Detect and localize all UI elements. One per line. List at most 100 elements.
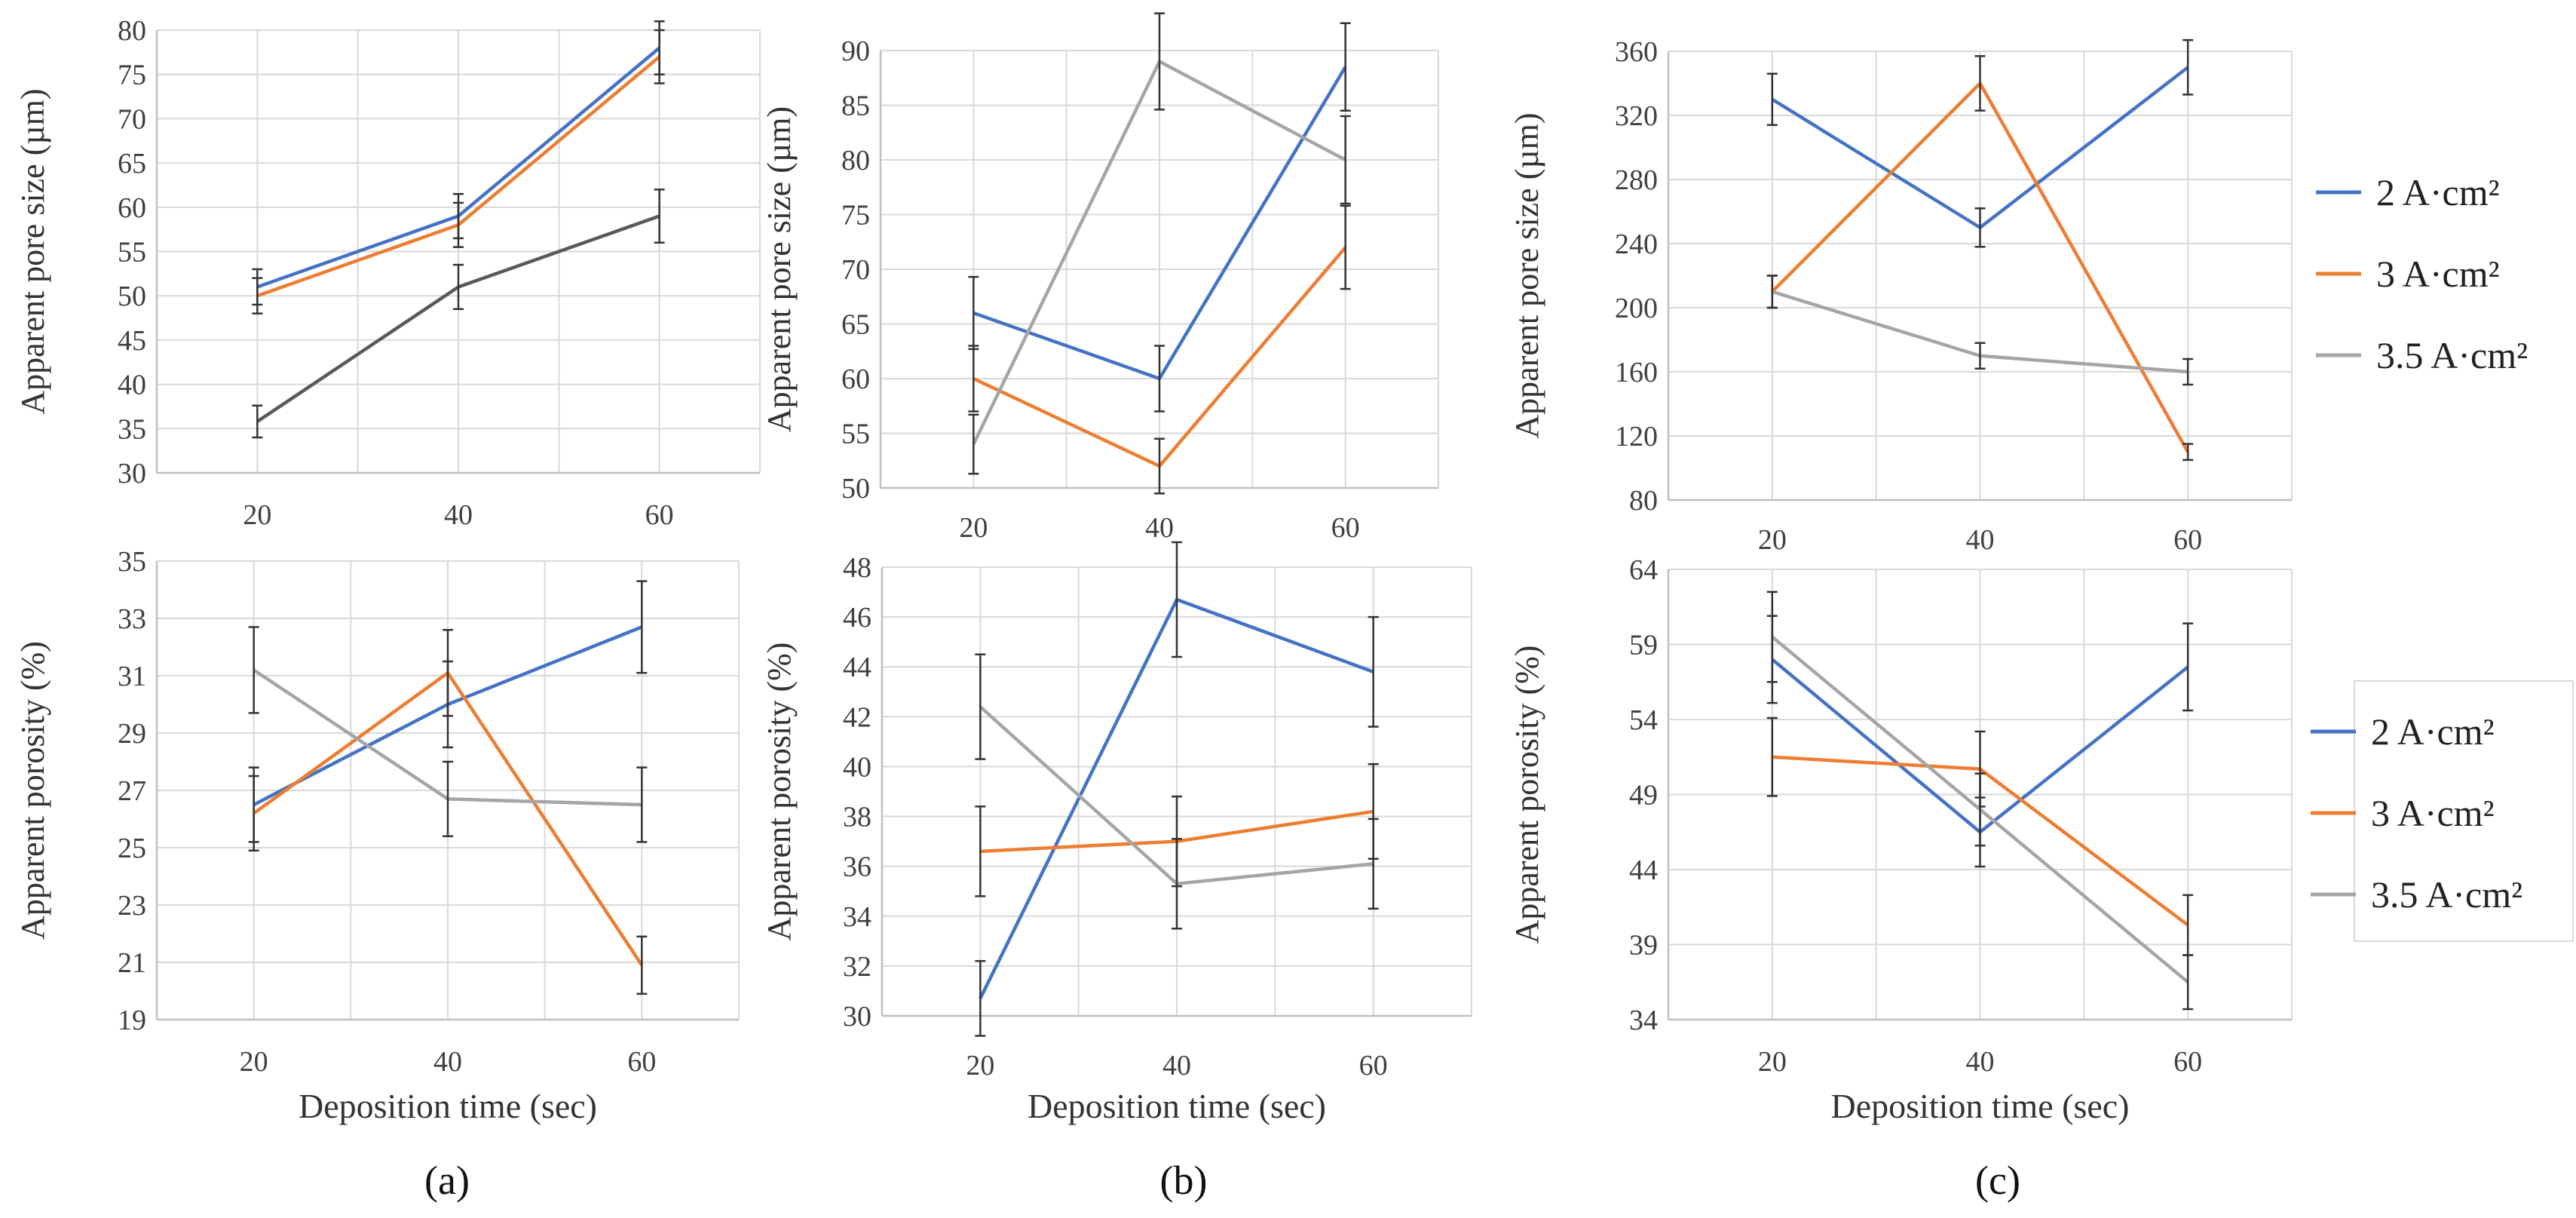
x-tick-label: 20 [243,499,271,531]
x-tick-label: 60 [2173,524,2202,556]
x-tick-label: 40 [1966,524,1995,556]
y-tick-label: 360 [1615,36,1658,68]
y-tick-label: 46 [843,602,871,634]
caption-0: (a) [424,1158,470,1203]
y-tick-label: 54 [1629,704,1658,736]
x-axis-label: Deposition time (sec) [1028,1087,1326,1125]
caption-2: (c) [1975,1158,2020,1203]
y-tick-label: 160 [1615,357,1658,388]
y-axis-label: Apparent pore size (µm) [1509,112,1545,438]
x-axis-label: Deposition time (sec) [1830,1087,2129,1125]
y-tick-label: 48 [843,552,871,584]
error-bar [443,760,453,838]
y-tick-label: 44 [1629,854,1658,886]
error-bar [2182,443,2194,462]
x-tick-label: 40 [1162,1050,1191,1081]
error-bar [1340,115,1351,205]
error-bar [654,189,665,244]
y-tick-label: 55 [118,237,146,268]
y-tick-label: 34 [1629,1005,1658,1036]
y-tick-label: 320 [1615,100,1658,132]
y-tick-label: 42 [843,701,871,733]
y-tick-label: 50 [118,281,146,312]
y-tick-label: 31 [118,661,146,692]
y-tick-label: 21 [118,947,146,979]
error-bar [2182,38,2194,96]
error-bar [636,580,648,674]
y-tick-label: 32 [843,951,871,983]
y-tick-label: 60 [841,364,870,395]
chart-b-top: 50 55 60 65 70 75 80 85 90 20 40 60 Apparent pore si… [761,12,1439,544]
chart-b-bottom: 30 32 34 36 38 40 42 44 46 48 20 40 60 Apparent poros… [761,541,1472,1125]
y-tick-label: 75 [841,200,870,232]
y-tick-label: 280 [1615,164,1658,196]
x-tick-label: 20 [959,512,988,544]
y-axis-label: Apparent pore size (µm) [761,106,798,432]
legend-label-2: 3.5 A·cm² [2376,334,2528,376]
error-bar [1974,772,1986,847]
y-tick-label: 55 [841,419,870,450]
y-tick-label: 65 [841,309,870,341]
error-bar [1766,72,1778,126]
y-tick-label: 30 [843,1001,871,1032]
error-bar [1368,818,1379,910]
error-bar [1974,55,1986,112]
y-tick-label: 70 [841,254,870,286]
y-tick-label: 45 [118,325,146,357]
legend-label-1: 3 A·cm² [2371,792,2495,834]
error-bar [1154,437,1165,495]
y-tick-label: 59 [1629,630,1658,661]
y-tick-label: 44 [843,652,871,683]
x-tick-label: 60 [2173,1046,2202,1078]
x-tick-label: 20 [240,1046,268,1078]
error-bar [2182,954,2194,1011]
y-tick-label: 40 [843,751,871,783]
error-bar [2182,894,2194,956]
error-bar [1368,615,1379,728]
error-bar [2182,622,2194,712]
error-bar [1974,207,1986,248]
error-bar [252,277,263,314]
y-axis-label: Apparent pore size (µm) [14,88,51,414]
error-bar [1172,541,1182,658]
legend-label-2: 3.5 A·cm² [2371,873,2522,916]
chart-a-bottom: 19 21 23 25 27 29 31 33 35 20 40 60 Apparent porosit… [14,546,740,1125]
y-tick-label: 49 [1629,780,1658,811]
y-tick-label: 27 [118,775,146,807]
x-tick-label: 60 [627,1046,656,1078]
error-bar [975,805,986,897]
error-bar [252,404,263,439]
x-tick-label: 40 [433,1046,462,1078]
x-tick-label: 40 [1145,512,1174,544]
y-tick-label: 25 [118,833,146,864]
caption-1: (b) [1160,1158,1208,1203]
error-bar [1340,204,1351,290]
y-tick-label: 19 [118,1005,146,1036]
y-axis-label: Apparent porosity (%) [1509,646,1545,944]
error-bar [1766,591,1778,683]
y-tick-label: 36 [843,851,871,883]
legend-top: 2 A·cm² 3 A·cm² 3.5 A·cm² [2316,171,2528,376]
error-bar [636,935,648,996]
y-tick-label: 80 [1629,485,1658,517]
y-tick-label: 65 [118,148,146,179]
error-bar [1340,22,1351,112]
x-tick-label: 60 [1359,1050,1388,1081]
error-bar [1154,12,1165,111]
y-tick-label: 30 [118,458,146,489]
error-bar [248,775,259,852]
y-tick-label: 80 [118,15,146,47]
error-bar [1974,342,1986,370]
chart-a-top: 30 35 40 45 50 55 60 65 70 75 80 20 40 60 Apparent por… [14,15,761,531]
legend-label-1: 3 A·cm² [2376,253,2500,295]
y-tick-label: 38 [843,802,871,833]
chart-c-top: 80 120 160 200 240 280 320 360 20 40 60 Apparent po… [1509,36,2293,556]
x-tick-label: 40 [444,499,473,531]
error-bar [443,628,453,717]
y-tick-label: 240 [1615,229,1658,260]
error-bar [654,29,665,84]
y-tick-label: 80 [841,145,870,176]
error-bar [453,201,464,248]
x-tick-label: 20 [1758,1046,1787,1078]
